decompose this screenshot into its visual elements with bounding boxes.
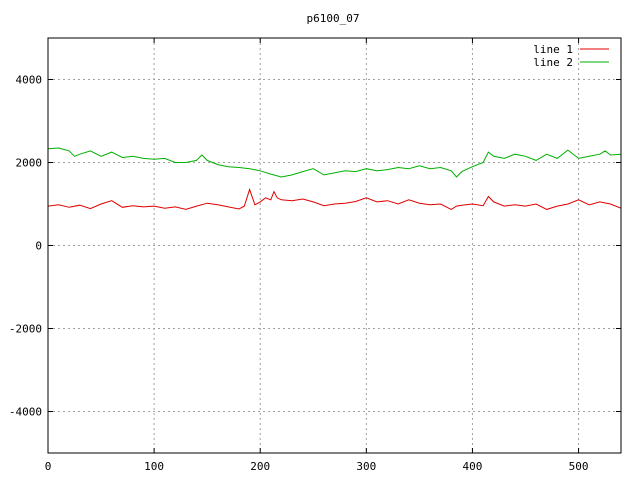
series-line-2 [47, 147, 622, 178]
grid [48, 38, 621, 453]
x-tick-label: 500 [569, 460, 589, 473]
x-tick-label: 100 [144, 460, 164, 473]
y-tick-label: 4000 [16, 74, 43, 87]
series-line-1 [47, 187, 622, 210]
y-tick-label: 0 [35, 240, 42, 253]
x-tick-label: 0 [45, 460, 52, 473]
tick-labels: 0 100 200 300 400 500 -4000 -2000 0 2000 4000 [9, 38, 621, 473]
x-tick-label: 200 [250, 460, 270, 473]
x-tick-label: 400 [463, 460, 483, 473]
y-tick-label: -4000 [9, 406, 42, 419]
y-tick-label: -2000 [9, 323, 42, 336]
legend-label: line 2 [533, 56, 573, 69]
chart-title: p6100_07 [307, 12, 360, 25]
series-layer [47, 147, 622, 210]
y-tick-label: 2000 [16, 157, 43, 170]
legend-label: line 1 [533, 43, 573, 56]
x-tick-label: 300 [356, 460, 376, 473]
